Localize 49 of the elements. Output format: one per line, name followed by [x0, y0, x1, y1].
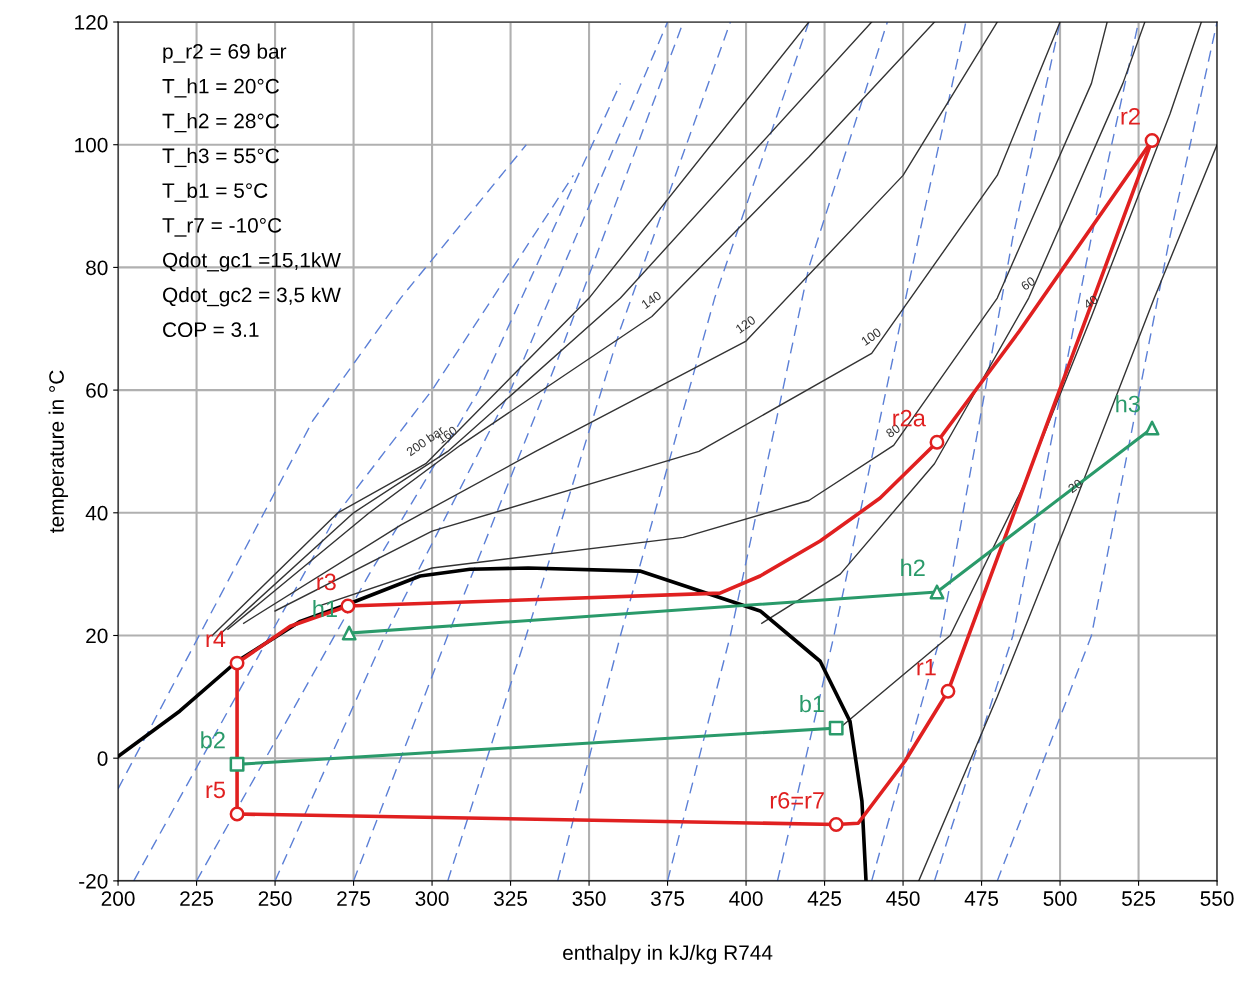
- x-tick-label: 475: [964, 891, 999, 906]
- text: 60: [1020, 276, 1036, 291]
- text: 40: [1082, 294, 1099, 310]
- annotation: T_r7 = -10°C: [162, 217, 282, 237]
- data-label: r2: [1121, 107, 1140, 125]
- x-tick-label: 325: [493, 891, 528, 906]
- y-tick-label: 80: [86, 260, 108, 276]
- x-tick-label: 425: [807, 891, 842, 906]
- x-tick-label: 275: [337, 891, 371, 906]
- x-tick-label: 200: [101, 891, 135, 906]
- y-tick-label: 0: [97, 751, 108, 766]
- x-tick-label: 450: [886, 891, 920, 906]
- x-tick-label: 300: [415, 891, 449, 906]
- data-label: b2: [201, 731, 225, 749]
- y-tick-label: 100: [75, 137, 108, 153]
- text: 100: [860, 327, 882, 346]
- y-tick-label: 40: [85, 505, 108, 521]
- y-tick-label: 120: [75, 15, 108, 30]
- data-label: r5: [206, 781, 225, 799]
- data-label: h2: [901, 558, 925, 576]
- text: 140: [640, 290, 662, 310]
- x-tick-label: 400: [729, 891, 763, 906]
- x-tick-label: 350: [572, 891, 606, 906]
- x-tick-label: 250: [258, 891, 292, 906]
- x-axis-title: enthalpy in kJ/kg R744: [563, 944, 773, 965]
- x-tick-label: 375: [650, 891, 685, 906]
- annotation: COP = 3.1: [163, 322, 259, 338]
- annotation: T_h1 = 20°C: [162, 78, 280, 98]
- data-label: r1: [917, 659, 936, 676]
- annotation: Qdot_gc1 =15,1kW: [163, 252, 341, 272]
- data-label: b1: [800, 695, 824, 713]
- annotation: T_b1 = 5°C: [162, 182, 268, 202]
- annotation: T_h2 = 28°C: [162, 113, 280, 133]
- y-tick-label: -20: [79, 873, 108, 889]
- x-tick-label: 550: [1200, 891, 1234, 906]
- x-tick-label: 225: [180, 891, 214, 906]
- data-label: r6=r7: [770, 791, 824, 809]
- annotation: p_r2 = 69 bar: [163, 43, 287, 63]
- y-tick-label: 60: [86, 383, 108, 398]
- x-tick-label: 500: [1043, 891, 1077, 906]
- text: 120: [735, 315, 757, 334]
- text: 20: [1067, 478, 1083, 494]
- data-label: h3: [1116, 395, 1140, 413]
- annotation: Qdot_gc2 = 3,5 kW: [163, 286, 341, 307]
- x-tick-label: 525: [1122, 891, 1156, 906]
- y-axis-title: temperature in °C: [48, 370, 69, 533]
- y-tick-label: 20: [86, 628, 108, 644]
- data-label: r4: [206, 630, 226, 648]
- annotation: T_h3 = 55°C: [162, 147, 280, 168]
